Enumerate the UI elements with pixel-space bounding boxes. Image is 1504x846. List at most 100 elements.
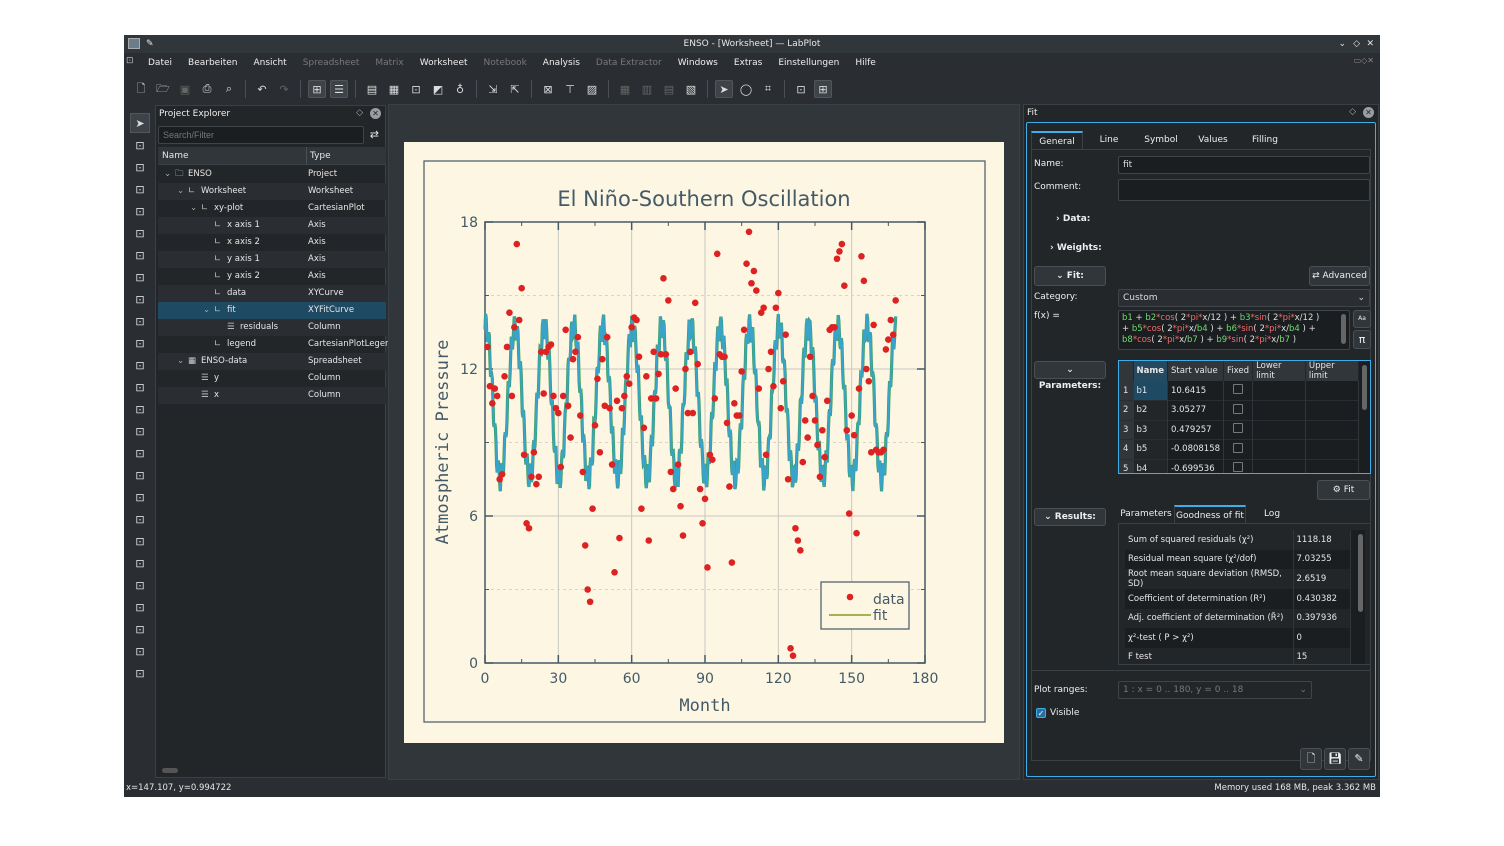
menu-worksheet[interactable]: Worksheet xyxy=(419,58,468,68)
fixed-checkbox[interactable] xyxy=(1233,384,1244,394)
zoom-x-icon[interactable]: ⊡ xyxy=(135,182,145,196)
shift-left-icon[interactable]: ⊡ xyxy=(135,556,145,570)
tree-item-residuals[interactable]: ☰ residuals Column xyxy=(158,319,386,336)
float-icon[interactable]: ◇ xyxy=(356,108,363,118)
menu-ansicht[interactable]: Ansicht xyxy=(253,58,287,68)
layout-icon[interactable]: ⊞ xyxy=(308,80,326,98)
worksheet-canvas[interactable]: 0 30 60 90 120 150 180 0 6 12 18 El Niño-Southern O… xyxy=(404,142,1004,743)
column-header-type[interactable]: Type xyxy=(306,147,334,165)
param-lower-limit[interactable] xyxy=(1252,439,1306,459)
new-spreadsheet-icon[interactable]: ▤ xyxy=(366,82,378,96)
param-row[interactable]: 4 b5 -0.0808158 xyxy=(1119,439,1360,459)
y-axis-icon[interactable]: ⊡ xyxy=(135,358,145,372)
app-menu-icon[interactable]: ⊡ xyxy=(126,56,134,66)
text-icon[interactable]: ⊡ xyxy=(135,380,145,394)
tree-item-ENSO[interactable]: ⌄ 🗀 ENSO Project xyxy=(158,166,386,183)
tree-item-xy-plot[interactable]: ⌄ ∟ xy-plot CartesianPlot xyxy=(158,200,386,217)
chevron-down-icon[interactable]: ⌄ xyxy=(164,169,172,179)
param-fixed[interactable] xyxy=(1223,420,1254,440)
param-col-2[interactable]: Fixed xyxy=(1223,361,1254,381)
pin-icon[interactable]: ✎ xyxy=(146,39,154,49)
param-upper-limit[interactable] xyxy=(1305,439,1360,459)
formula-editor[interactable]: b1 + b2*cos( 2*pi*x/12 ) + b3*sin( 2*pi*… xyxy=(1118,310,1350,350)
param-fixed[interactable] xyxy=(1223,381,1254,401)
shift-down-icon[interactable]: ⊡ xyxy=(135,622,145,636)
close-dock-icon[interactable]: ✕ xyxy=(1363,107,1374,118)
param-row[interactable]: 5 b4 -0.699536 xyxy=(1119,459,1360,473)
crosshair-icon[interactable]: ⌗ xyxy=(764,82,772,95)
menu-notebook[interactable]: Notebook xyxy=(483,58,527,68)
param-row[interactable]: 3 b3 0.479257 xyxy=(1119,420,1360,440)
menu-datei[interactable]: Datei xyxy=(148,58,173,68)
tree-item-legend[interactable]: ∟ legend CartesianPlotLegend xyxy=(158,336,396,353)
param-upper-limit[interactable] xyxy=(1305,400,1360,420)
fixed-checkbox[interactable] xyxy=(1233,423,1244,434)
param-start-value[interactable]: 10.6415 xyxy=(1167,381,1225,401)
move-icon[interactable]: ⊡ xyxy=(135,644,145,658)
column-header-name[interactable]: Name xyxy=(162,151,189,161)
menu-analysis[interactable]: Analysis xyxy=(542,58,580,68)
save-as-default-icon[interactable]: ✎ xyxy=(1348,748,1370,770)
param-lower-limit[interactable] xyxy=(1252,400,1306,420)
import-icon[interactable]: ⇲ xyxy=(488,82,498,96)
param-name[interactable]: b3 xyxy=(1133,420,1168,440)
zoom-out-x-icon[interactable]: ⊡ xyxy=(135,490,145,504)
comment-input[interactable] xyxy=(1118,179,1370,201)
param-col-4[interactable]: Upper limit xyxy=(1305,361,1360,381)
name-input[interactable]: fit xyxy=(1118,156,1370,174)
tree-item-x-axis-2[interactable]: ∟ x axis 2 Axis xyxy=(158,234,386,251)
param-row[interactable]: 1 b1 10.6415 xyxy=(1119,381,1360,401)
zoom-out-y-icon[interactable]: ⊡ xyxy=(135,534,145,548)
break-layout-icon[interactable]: ▧ xyxy=(685,82,697,96)
fixed-checkbox[interactable] xyxy=(1233,403,1244,414)
navigate-icon[interactable]: ⊡ xyxy=(135,138,145,152)
param-col-0[interactable]: Name xyxy=(1133,361,1168,381)
param-upper-limit[interactable] xyxy=(1305,420,1360,440)
parameters-table[interactable]: Name Start value Fixed Lower limit Upper lim… xyxy=(1118,360,1371,474)
reset-icon[interactable]: ⊡ xyxy=(135,666,145,680)
shift-up-icon[interactable]: ⊡ xyxy=(135,600,145,614)
close-icon[interactable]: ✕ xyxy=(1366,39,1374,49)
param-lower-limit[interactable] xyxy=(1252,381,1306,401)
param-fixed[interactable] xyxy=(1223,459,1254,473)
chevron-down-icon[interactable]: ⌄ xyxy=(177,186,185,196)
new-project-icon[interactable]: 🗋 xyxy=(136,81,146,95)
params-scrollbar[interactable] xyxy=(1362,365,1367,410)
horizontal-scrollbar[interactable] xyxy=(162,768,178,773)
shift-icon[interactable]: ⊡ xyxy=(135,226,145,240)
menu-matrix[interactable]: Matrix xyxy=(375,58,404,68)
minimize-icon[interactable]: ⌄ xyxy=(1338,39,1346,49)
tree-item-x[interactable]: ☰ x Column xyxy=(158,387,386,404)
vertical-layout-icon[interactable]: ▥ xyxy=(641,82,653,96)
visible-checkbox[interactable]: ✓ Visible xyxy=(1036,708,1079,718)
search-filter-input[interactable] xyxy=(158,126,364,144)
zoom-in-x-icon[interactable]: ⊡ xyxy=(135,468,145,482)
filter-options-icon[interactable]: ⇄ xyxy=(369,128,379,141)
tree-item-x-axis-1[interactable]: ∟ x axis 1 Axis xyxy=(158,217,386,234)
param-lower-limit[interactable] xyxy=(1252,459,1306,473)
results-tab-parameters[interactable]: Parameters xyxy=(1120,509,1172,519)
weights-section-toggle[interactable]: › Weights: xyxy=(1050,243,1102,253)
shift-right-icon[interactable]: ⊡ xyxy=(135,578,145,592)
new-notebook-icon[interactable]: ♁ xyxy=(455,82,465,96)
select-cursor-icon[interactable]: ➤ xyxy=(715,80,733,98)
param-name[interactable]: b4 xyxy=(1133,459,1168,473)
save-icon[interactable]: ▣ xyxy=(179,82,191,96)
menu-bearbeiten[interactable]: Bearbeiten xyxy=(188,58,238,68)
menu-windows[interactable]: Windows xyxy=(677,58,718,68)
maximize-icon[interactable]: ◇ xyxy=(1353,39,1360,49)
histogram-icon[interactable]: ⊡ xyxy=(135,270,145,284)
tree-item-Worksheet[interactable]: ⌄ ∟ Worksheet Worksheet xyxy=(158,183,386,200)
fit-page-icon[interactable]: ⊤ xyxy=(565,82,575,96)
fit-button[interactable]: ⚙ Fit xyxy=(1317,480,1370,500)
chevron-down-icon[interactable]: ⌄ xyxy=(177,356,185,366)
curve-icon[interactable]: ⊡ xyxy=(135,248,145,262)
results-tab-log[interactable]: Log xyxy=(1263,509,1281,519)
parameters-section-toggle[interactable]: ⌄ Parameters: xyxy=(1034,361,1106,391)
zoom-out-icon[interactable]: ⊡ xyxy=(135,446,145,460)
font-size-icon[interactable]: Aa xyxy=(1353,310,1371,328)
tree-item-y-axis-2[interactable]: ∟ y axis 2 Axis xyxy=(158,268,386,285)
param-upper-limit[interactable] xyxy=(1305,459,1360,473)
results-scrollbar[interactable] xyxy=(1358,534,1363,612)
equation-icon[interactable]: ⊡ xyxy=(135,292,145,306)
